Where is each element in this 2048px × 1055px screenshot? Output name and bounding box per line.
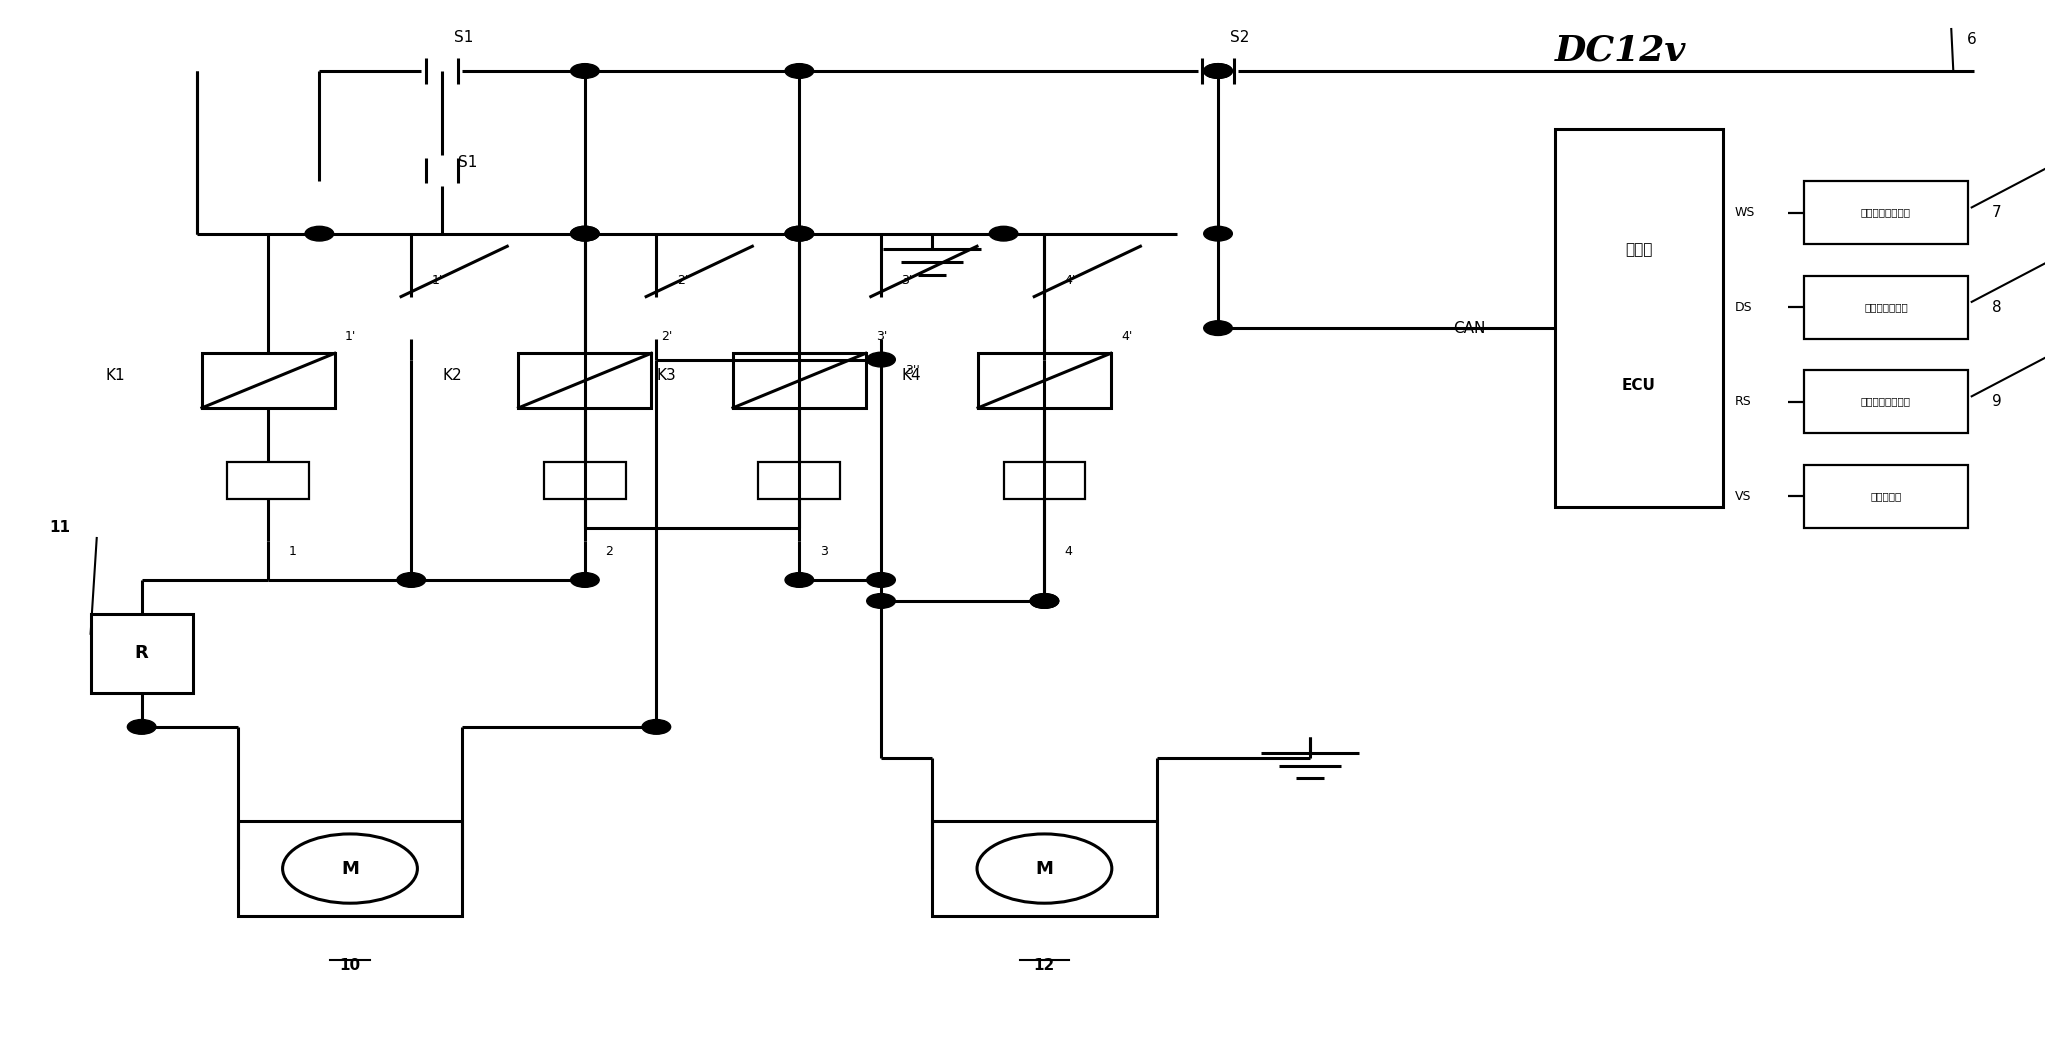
Text: 发动机转速传感器: 发动机转速传感器 — [1862, 397, 1911, 406]
Circle shape — [643, 720, 670, 734]
Bar — [1804, 464, 1968, 528]
Text: 2': 2' — [676, 274, 688, 287]
Text: M: M — [342, 860, 358, 878]
Text: 1': 1' — [344, 330, 356, 343]
Text: 3'': 3'' — [905, 364, 920, 377]
Text: WS: WS — [1735, 206, 1755, 219]
Circle shape — [866, 594, 895, 609]
Bar — [1804, 370, 1968, 433]
Circle shape — [866, 352, 895, 367]
Text: 发动机: 发动机 — [1626, 242, 1653, 257]
Text: K4: K4 — [901, 368, 922, 383]
Circle shape — [1204, 63, 1233, 78]
Circle shape — [1204, 63, 1233, 78]
Circle shape — [1204, 321, 1233, 335]
Circle shape — [571, 573, 600, 588]
Text: RS: RS — [1735, 395, 1751, 408]
Circle shape — [305, 227, 334, 241]
Text: 12: 12 — [1034, 958, 1055, 973]
Text: K3: K3 — [657, 368, 676, 383]
Bar — [227, 462, 309, 499]
Circle shape — [784, 573, 813, 588]
Text: 7: 7 — [1993, 205, 2001, 220]
Text: S1: S1 — [459, 155, 477, 170]
Text: 11: 11 — [49, 520, 70, 535]
Bar — [932, 822, 1157, 916]
Bar — [518, 353, 651, 408]
Text: 2': 2' — [662, 330, 674, 343]
Circle shape — [127, 720, 156, 734]
Text: 9: 9 — [1993, 395, 2001, 409]
Circle shape — [866, 573, 895, 588]
Bar — [545, 462, 627, 499]
Text: 2: 2 — [606, 544, 612, 558]
Circle shape — [784, 227, 813, 241]
Text: 1: 1 — [289, 544, 297, 558]
Circle shape — [1030, 594, 1059, 609]
Circle shape — [989, 227, 1018, 241]
Text: ECU: ECU — [1622, 378, 1655, 394]
Bar — [1004, 462, 1085, 499]
Circle shape — [571, 63, 600, 78]
Text: 车速传感器: 车速传感器 — [1870, 491, 1901, 501]
Text: 空调压力传感器: 空调压力传感器 — [1864, 302, 1909, 312]
Text: K1: K1 — [104, 368, 125, 383]
Text: R: R — [135, 645, 150, 663]
Circle shape — [571, 227, 600, 241]
Bar — [733, 353, 866, 408]
Text: 4': 4' — [1065, 274, 1075, 287]
Text: 10: 10 — [340, 958, 360, 973]
Text: 6: 6 — [1966, 32, 1976, 47]
Bar — [238, 822, 463, 916]
Circle shape — [1204, 227, 1233, 241]
Text: CAN: CAN — [1454, 321, 1485, 335]
Text: 4': 4' — [1120, 330, 1133, 343]
Text: 3': 3' — [901, 274, 913, 287]
Circle shape — [1030, 594, 1059, 609]
Text: 8: 8 — [1993, 300, 2001, 314]
Bar — [1554, 129, 1722, 506]
Text: S2: S2 — [1231, 30, 1249, 44]
Bar — [203, 353, 334, 408]
Circle shape — [784, 227, 813, 241]
Text: M: M — [1036, 860, 1053, 878]
Bar — [90, 614, 193, 693]
Text: 3: 3 — [819, 544, 827, 558]
Bar — [758, 462, 840, 499]
Text: DS: DS — [1735, 301, 1753, 313]
Bar — [979, 353, 1110, 408]
Text: 3': 3' — [877, 330, 887, 343]
Text: DC12v: DC12v — [1554, 33, 1686, 68]
Text: K2: K2 — [442, 368, 463, 383]
Circle shape — [571, 227, 600, 241]
Circle shape — [397, 573, 426, 588]
Circle shape — [784, 63, 813, 78]
Text: VS: VS — [1735, 490, 1751, 502]
Text: 4: 4 — [1065, 544, 1073, 558]
Text: 1': 1' — [432, 274, 442, 287]
Text: 发动机水温传感器: 发动机水温传感器 — [1862, 208, 1911, 217]
Bar — [1804, 181, 1968, 244]
Text: S1: S1 — [455, 30, 473, 44]
Bar — [1804, 275, 1968, 339]
